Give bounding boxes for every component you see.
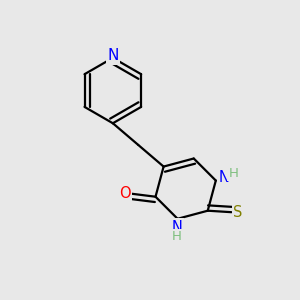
Text: S: S [233, 205, 243, 220]
Text: H: H [229, 167, 238, 180]
Text: N: N [171, 220, 182, 235]
Text: O: O [119, 186, 131, 201]
Text: N: N [107, 48, 118, 63]
Text: H: H [172, 230, 182, 243]
Text: N: N [219, 170, 230, 185]
